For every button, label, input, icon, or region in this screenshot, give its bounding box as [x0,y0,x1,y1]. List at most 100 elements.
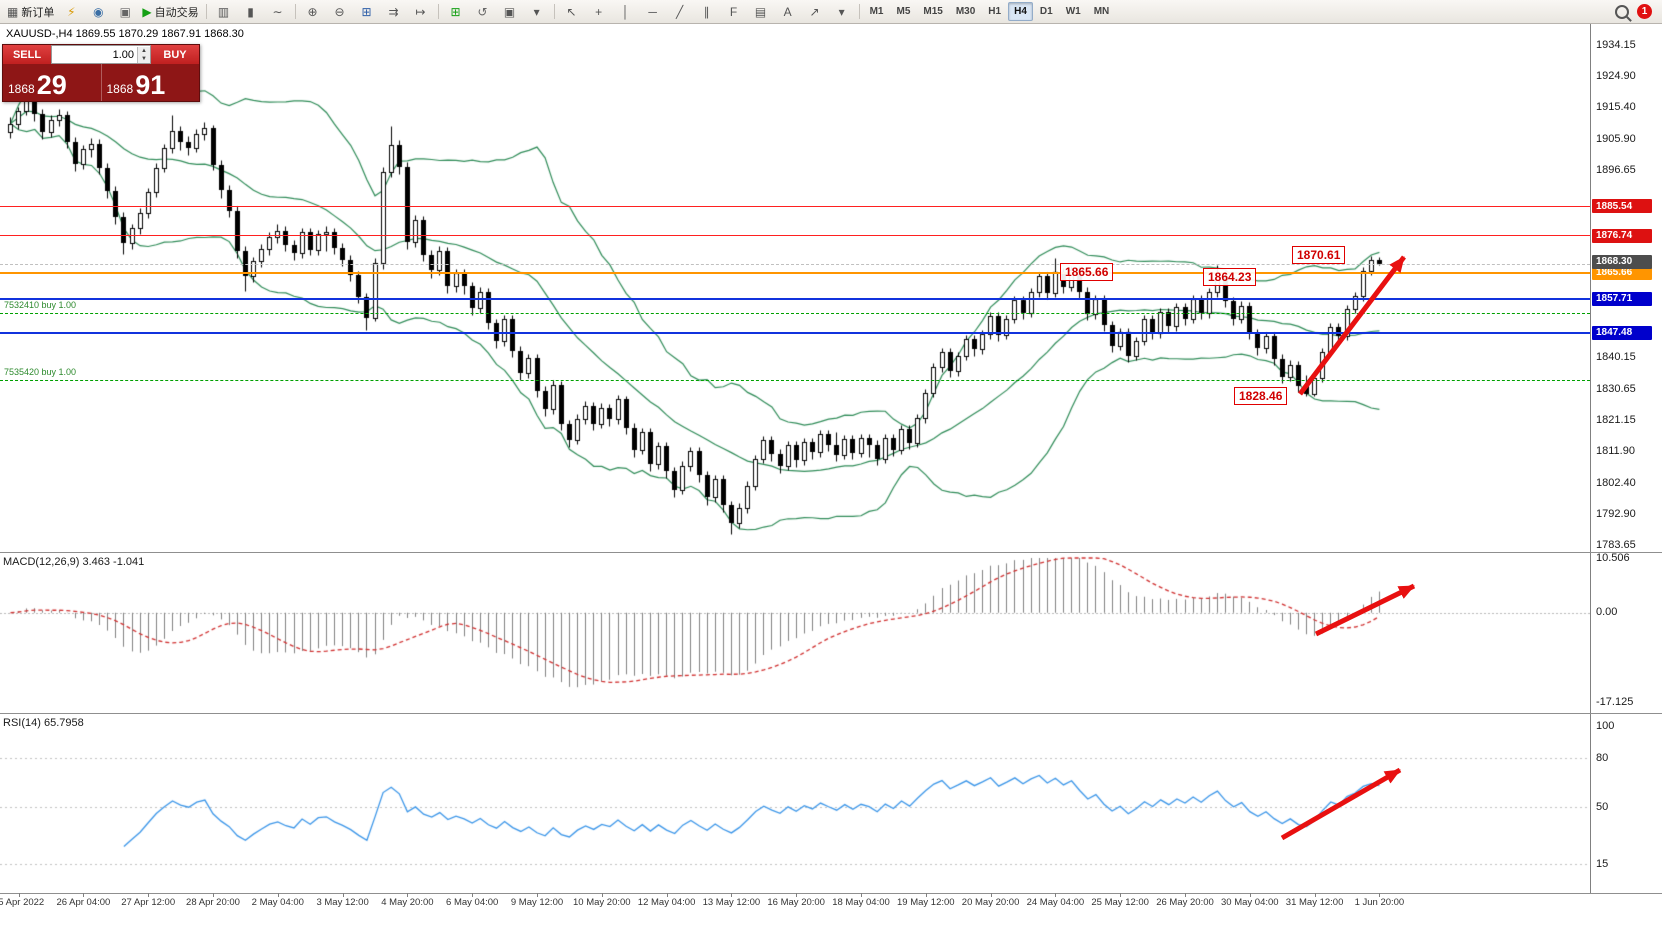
timeframe-w1-button[interactable]: W1 [1065,6,1081,17]
channel-icon[interactable]: ∥ [694,1,720,23]
tile-windows-icon[interactable]: ⊞ [354,1,380,23]
price-axis[interactable] [1590,24,1662,893]
chart-shift-icon[interactable]: ↦ [408,1,434,23]
time-axis-label: 25 Apr 2022 [0,897,45,908]
horizontal-level-line[interactable] [0,235,1590,237]
chart-line-icon[interactable]: ∼ [265,1,291,23]
horizontal-level-line[interactable] [0,331,1590,334]
period-refresh-icon[interactable]: ↺ [470,1,496,23]
new-order-window-icon[interactable]: ⊞ [443,1,469,23]
time-axis-label: 9 May 12:00 [510,897,564,908]
time-axis-label: 3 May 12:00 [316,897,369,908]
time-axis-label: 20 May 20:00 [961,897,1020,908]
auto-trading-button[interactable]: ▶ 自动交易 [139,1,201,23]
volume-stepper[interactable]: ▲ ▼ [137,46,150,63]
navigator-icon[interactable]: ◉ [85,1,111,23]
timeframe-mn-button[interactable]: MN [1093,6,1110,17]
text-icon[interactable]: A [775,1,801,23]
price-callout[interactable]: 1864.23 [1203,268,1257,286]
time-axis-tick [601,893,603,897]
timeframe-m1-button[interactable]: M1 [869,6,884,17]
ask-price-big: 91 [135,70,166,100]
market-watch-icon-glyph: ⚡ [67,4,76,19]
zoom-out-button[interactable]: ⊖ [327,1,353,23]
zoom-in-button[interactable]: ⊕ [300,1,326,23]
order-line[interactable] [0,313,1590,315]
vertical-line-icon[interactable]: │ [613,1,639,23]
auto-trading-glyph: ▶ [142,4,152,19]
order-line-label: 7532410 buy 1.00 [2,300,79,311]
cursor-icon[interactable]: ↖ [559,1,585,23]
timeframe-m30-button[interactable]: M30 [955,6,976,17]
text-icon-glyph: A [783,4,792,19]
chart-bars-icon[interactable]: ▥ [211,1,237,23]
chart-line-icon-glyph: ∼ [272,4,283,19]
crosshair-icon-glyph: + [595,4,603,19]
bid-price-display[interactable]: 1868 29 [3,64,102,101]
price-callout[interactable]: 1828.46 [1234,387,1288,405]
price-callout[interactable]: 1870.61 [1292,246,1346,264]
tile-windows-icon-glyph: ⊞ [361,4,372,19]
main-toolbar: ▦ 新订单 ⚡ ◉ ▣ ▶ 自动交易 ▥ ▮ ∼ ⊕ ⊖ ⊞ ⇉ ↦ ⊞ ↺ ▣ ▾ ↖ + │ ─ ╱ ∥ F ▤ A ↗ ▾ M1 M5 M… [0,0,1662,24]
chart-bars-icon-glyph: ▥ [217,4,230,19]
time-axis-label: 24 May 04:00 [1026,897,1085,908]
trendline-icon[interactable]: ╱ [667,1,693,23]
market-watch-icon[interactable]: ⚡ [58,1,84,23]
search-icon[interactable] [1615,4,1629,19]
price-axis-label: 1821.15 [1596,414,1636,427]
chart-candles-icon[interactable]: ▮ [238,1,264,23]
macd-indicator-canvas[interactable] [0,554,1590,711]
horizontal-line-icon[interactable]: ─ [640,1,666,23]
timeframe-d1-button[interactable]: D1 [1039,6,1053,17]
notification-badge[interactable]: 1 [1637,4,1652,19]
horizontal-level-line[interactable] [0,297,1590,300]
price-callout[interactable]: 1865.66 [1060,263,1114,281]
time-axis-label: 26 May 20:00 [1156,897,1214,908]
chart-shift-icon-glyph: ↦ [415,4,426,19]
macd-panel-splitter[interactable] [0,552,1662,553]
time-axis-label: 28 Apr 20:00 [186,897,240,908]
price-level-tag: 1847.48 [1592,325,1652,340]
macd-scale-label: -17.125 [1596,696,1634,708]
objects-dropdown-icon[interactable]: ▾ [524,1,550,23]
time-axis-label: 2 May 04:00 [251,897,304,908]
auto-scroll-icon[interactable]: ⇉ [381,1,407,23]
price-chart-canvas[interactable] [0,24,1590,551]
ask-price-main: 1868 [106,82,134,96]
crosshair-icon[interactable]: + [586,1,612,23]
volume-up-icon[interactable]: ▲ [138,46,150,55]
shapes-icon[interactable]: ▤ [748,1,774,23]
timeframe-h1-button[interactable]: H1 [988,6,1002,17]
buy-button[interactable]: BUY [151,45,199,64]
ask-price-display[interactable]: 1868 91 [102,64,200,101]
dropdown-arrow-icon[interactable]: ▾ [829,1,855,23]
toolbar-separator [205,4,207,19]
rsi-scale-label: 80 [1596,752,1609,765]
time-axis-tick [1379,893,1381,897]
camera-snapshot-icon-glyph: ▣ [503,4,516,19]
terminal-icon[interactable]: ▣ [112,1,138,23]
auto-trading-button-label: 自动交易 [154,6,199,19]
time-axis-tick [148,893,150,897]
new-order-button[interactable]: ▦ 新订单 [4,1,57,23]
macd-scale-label: 10.506 [1596,552,1630,564]
timeframe-h4-button[interactable]: H4 [1008,2,1033,21]
arrow-object-icon[interactable]: ↗ [802,1,828,23]
horizontal-level-line[interactable] [0,271,1590,274]
rsi-indicator-canvas[interactable] [0,714,1590,892]
timeframe-m5-button[interactable]: M5 [896,6,911,17]
sell-button[interactable]: SELL [3,45,51,64]
volume-value[interactable]: 1.00 [112,48,134,61]
volume-down-icon[interactable]: ▼ [138,54,150,63]
horizontal-level-line[interactable] [0,205,1590,207]
rsi-panel-splitter[interactable] [0,713,1662,714]
volume-field[interactable]: 1.00 ▲ ▼ [51,45,151,64]
time-axis-tick [861,893,862,897]
order-line[interactable] [0,380,1590,382]
fibonacci-icon-glyph: F [729,4,738,19]
time-axis-label: 31 May 12:00 [1285,897,1344,908]
timeframe-m15-button[interactable]: M15 [923,6,943,17]
fibonacci-icon[interactable]: F [721,1,747,23]
camera-snapshot-icon[interactable]: ▣ [497,1,523,23]
